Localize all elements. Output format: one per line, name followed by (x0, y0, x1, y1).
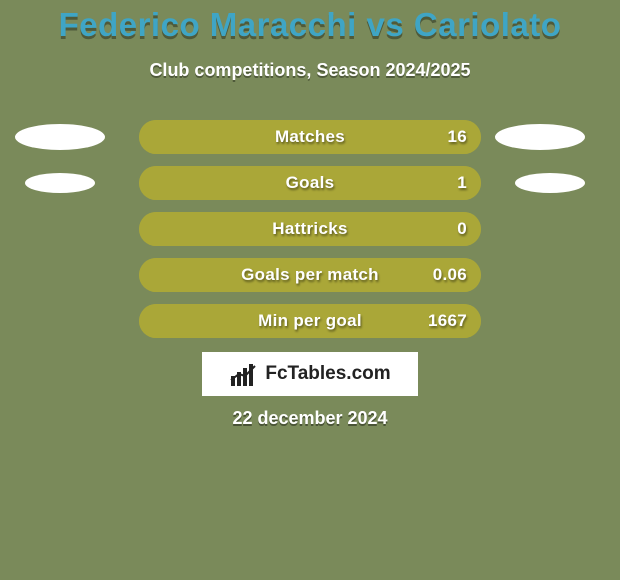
stats-section: Matches 16 Goals 1 Hattricks 0 Goals per match… (0, 120, 620, 338)
stat-row: Goals per match 0.06 (0, 258, 620, 292)
stat-bar: Goals 1 (139, 166, 481, 200)
right-player-marker (515, 173, 585, 193)
stat-value-right: 0 (457, 219, 467, 239)
date-text: 22 december 2024 (0, 408, 620, 429)
stat-row: Min per goal 1667 (0, 304, 620, 338)
stat-bar-right-fill (310, 166, 481, 200)
stat-bar: Goals per match 0.06 (139, 258, 481, 292)
page-title: Federico Maracchi vs CariolatoFederico M… (0, 6, 620, 44)
right-player-marker (495, 124, 585, 150)
stat-value-right: 16 (447, 127, 467, 147)
logo-text: FcTables.com (265, 363, 390, 385)
stat-bar-left-fill (139, 166, 310, 200)
subtitle-text: Club competitions, Season 2024/2025 (0, 60, 620, 81)
stat-label: Goals (286, 173, 335, 193)
subtitle: Club competitions, Season 2024/2025Club … (0, 60, 620, 81)
stat-row: Hattricks 0 (0, 212, 620, 246)
date-label: 22 december 202422 december 2024 (0, 408, 620, 429)
left-player-marker (15, 124, 105, 150)
stat-bar: Matches 16 (139, 120, 481, 154)
stat-label: Hattricks (272, 219, 347, 239)
stat-label: Matches (275, 127, 345, 147)
stat-row: Goals 1 (0, 166, 620, 200)
stat-label: Min per goal (258, 311, 362, 331)
stat-row: Matches 16 (0, 120, 620, 154)
chart-icon (229, 362, 259, 386)
page-title-text: Federico Maracchi vs Cariolato (0, 6, 620, 44)
stat-bar: Min per goal 1667 (139, 304, 481, 338)
stat-value-right: 0.06 (433, 265, 467, 285)
fctables-logo: FcTables.com (202, 352, 418, 396)
comparison-infographic: Federico Maracchi vs CariolatoFederico M… (0, 0, 620, 580)
stat-label: Goals per match (241, 265, 379, 285)
stat-bar: Hattricks 0 (139, 212, 481, 246)
stat-value-right: 1 (457, 173, 467, 193)
left-player-marker (25, 173, 95, 193)
stat-value-right: 1667 (428, 311, 467, 331)
